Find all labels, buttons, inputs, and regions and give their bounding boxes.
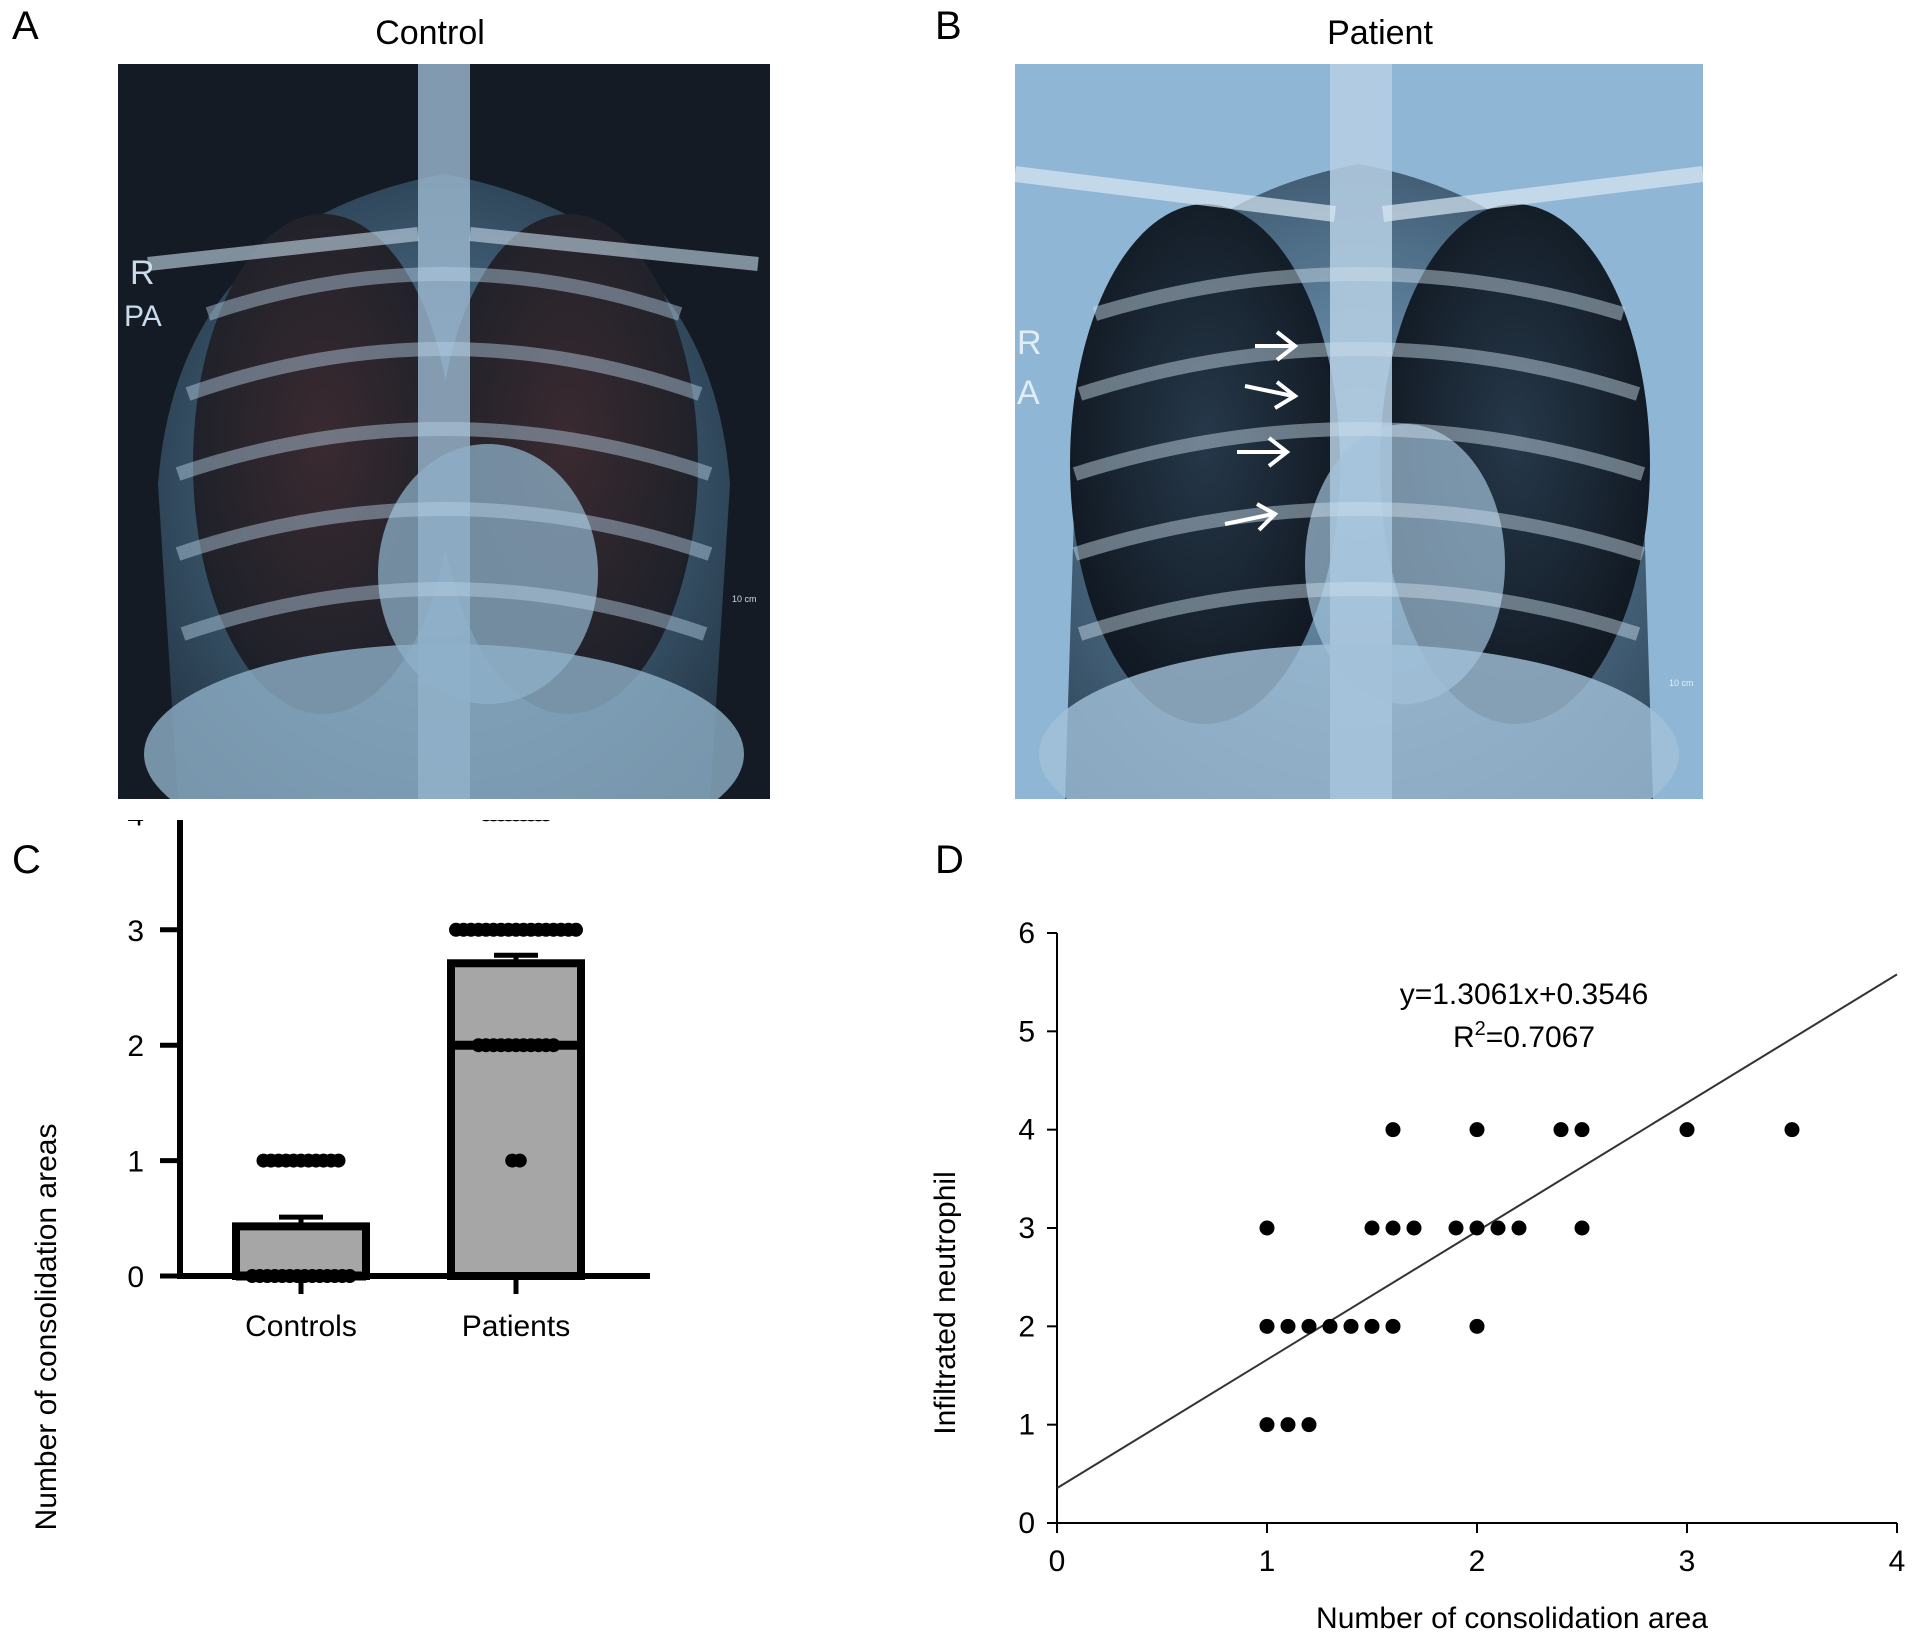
chart-d-data-point: [1574, 1220, 1590, 1236]
chart-d-x-axis-label: Number of consolidation area: [1316, 1602, 1708, 1635]
chart-d-y-axis-label: Infiltrated neutrophil: [929, 1171, 962, 1435]
chart-c-y-axis-label: Number of consolidation areas: [30, 1124, 63, 1531]
chart-c-data-point: [569, 922, 583, 937]
chart-d-data-point: [1385, 1318, 1401, 1334]
chart-d-y-tick-label: 2: [1018, 1310, 1035, 1343]
chart-c-bar-patients: [447, 959, 585, 1281]
panel-letter-d: D: [935, 838, 964, 882]
chart-c-data-point: [546, 1038, 561, 1053]
control-xray-image: R PA 10 cm: [118, 64, 770, 799]
chart-d-data-point: [1784, 1122, 1800, 1138]
chart-d-data-point: [1511, 1220, 1527, 1236]
chart-d-data-point: [1301, 1318, 1317, 1334]
chart-d-data-point: [1343, 1318, 1359, 1334]
chart-d-y-tick-label: 4: [1018, 1114, 1035, 1147]
chart-d-data-point: [1406, 1220, 1422, 1236]
chart-d-y-tick-label: 6: [1018, 917, 1035, 950]
chart-c-y-tick-label: 4: [127, 820, 144, 832]
chart-d-x-tick-label: 0: [1049, 1545, 1066, 1578]
control-marker-pa: PA: [124, 300, 162, 333]
patient-xray-title: Patient: [1327, 14, 1433, 52]
chart-d-x-tick-label: 4: [1889, 1545, 1906, 1578]
chart-d-data-point: [1553, 1122, 1569, 1138]
chart-d-x-tick-label: 1: [1259, 1545, 1276, 1578]
chart-c-data-point: [481, 820, 491, 822]
chart-d-x-tick-label: 2: [1469, 1545, 1486, 1578]
control-xray-title: Control: [375, 14, 485, 52]
patient-marker-r: R: [1017, 324, 1042, 362]
patient-arrow-icons: [1224, 330, 1299, 532]
chart-c-data-point: [541, 820, 551, 822]
chart-d-data-point: [1280, 1417, 1296, 1433]
chart-c-data-point: [519, 820, 528, 822]
chart-d-data-point: [1280, 1318, 1296, 1334]
chart-d-data-point: [1364, 1318, 1380, 1334]
chart-d-y-tick-label: 1: [1018, 1409, 1035, 1442]
chart-d-y-tick-label: 0: [1018, 1507, 1035, 1540]
control-chest-radiograph: R PA 10 cm: [118, 64, 770, 799]
chart-c-y-tick-label: 3: [127, 915, 144, 948]
chart-c-data-point: [526, 820, 536, 822]
chart-d-data-point: [1469, 1318, 1485, 1334]
chart-d-data-point: [1259, 1220, 1275, 1236]
chart-c-data-point: [496, 820, 506, 822]
chart-d-data-point: [1469, 1220, 1485, 1236]
chart-c-data-point: [331, 1153, 346, 1168]
patient-chest-radiograph: R A 10 cm: [1015, 64, 1703, 799]
chart-d-x-tick-label: 3: [1679, 1545, 1696, 1578]
chart-c-data-point: [511, 820, 521, 822]
chart-c-y-tick-label: 2: [127, 1030, 144, 1063]
chart-d-data-point: [1574, 1122, 1590, 1138]
chart-d-data-point: [1259, 1318, 1275, 1334]
chart-c-data-point: [512, 1153, 527, 1168]
chart-d-data-point: [1679, 1122, 1695, 1138]
chart-d-data-point: [1322, 1318, 1338, 1334]
chart-c-data-point: [342, 1269, 357, 1283]
chart-d-data-point: [1490, 1220, 1506, 1236]
control-marker-r: R: [130, 254, 155, 292]
chart-d-data-point: [1259, 1417, 1275, 1433]
chart-d-y-tick-label: 3: [1018, 1212, 1035, 1245]
panel-letter-a: A: [12, 4, 39, 48]
chart-c-bar-controls: [232, 1222, 370, 1280]
chart-d-equation: y=1.3061x+0.3546: [1400, 978, 1649, 1011]
chart-d-data-point: [1385, 1122, 1401, 1138]
chart-c-consolidation-areas: 012345ControlsPatients* Number of consol…: [30, 820, 650, 1531]
control-scale-label: 10 cm: [732, 594, 757, 604]
chart-d-data-point: [1301, 1417, 1317, 1433]
panel-letter-b: B: [935, 4, 962, 48]
chart-c-x-tick-label: Controls: [245, 1310, 357, 1343]
chart-d-data-point: [1448, 1220, 1464, 1236]
chart-d-r-squared: R2=0.7067: [1453, 1018, 1595, 1054]
chart-c-x-tick-label: Patients: [462, 1310, 570, 1343]
panel-letter-c: C: [12, 838, 41, 882]
patient-scale-label: 10 cm: [1669, 678, 1694, 688]
chart-d-y-tick-label: 5: [1018, 1015, 1035, 1048]
chart-d-data-point: [1469, 1122, 1485, 1138]
chart-c-data-point: [489, 820, 498, 822]
chart-d-data-point: [1385, 1220, 1401, 1236]
chart-c-data-point: [504, 820, 513, 822]
patient-xray-image: R A 10 cm: [1015, 64, 1703, 799]
patient-marker-a: A: [1017, 374, 1040, 412]
chart-d-data-point: [1364, 1220, 1380, 1236]
chart-c-y-tick-label: 1: [127, 1146, 144, 1179]
chart-c-data-point: [534, 820, 543, 822]
chart-c-y-tick-label: 0: [127, 1261, 144, 1294]
